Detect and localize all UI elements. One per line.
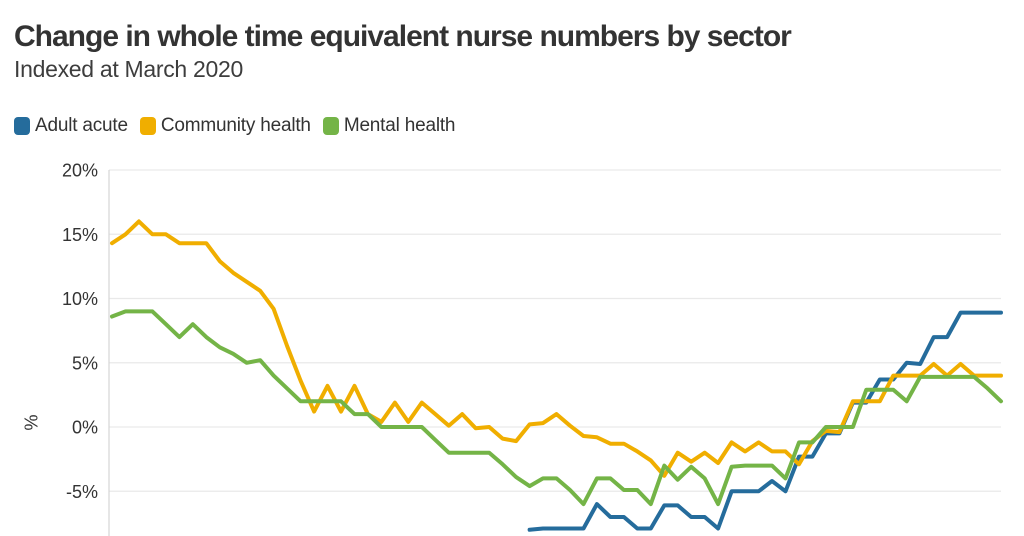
chart-subtitle: Indexed at March 2020 bbox=[14, 56, 243, 82]
y-tick-label: 10% bbox=[62, 289, 98, 309]
y-tick-label: 0% bbox=[72, 418, 98, 438]
legend-swatch-icon bbox=[322, 117, 339, 135]
series-line-community-health bbox=[110, 219, 1003, 478]
y-tick-label: 15% bbox=[62, 225, 98, 245]
legend-swatch-icon bbox=[139, 117, 156, 135]
legend-label: Community health bbox=[160, 115, 311, 136]
series-line-mental-health bbox=[110, 309, 1003, 507]
series-line-adult-acute bbox=[527, 310, 1003, 532]
legend-label: Mental health bbox=[343, 115, 456, 136]
legend-swatch-icon bbox=[14, 117, 30, 135]
legend: Adult acute Community health Mental health bbox=[14, 115, 455, 137]
y-tick-label: 5% bbox=[72, 353, 98, 373]
y-tick-label: 20% bbox=[62, 161, 98, 181]
legend-item-mental-health: Mental health bbox=[322, 115, 456, 137]
legend-item-community-health: Community health bbox=[139, 115, 311, 137]
y-tick-label: -5% bbox=[66, 482, 98, 502]
legend-item-adult-acute: Adult acute bbox=[14, 115, 128, 137]
legend-label: Adult acute bbox=[35, 115, 128, 136]
chart-title: Change in whole time equivalent nurse nu… bbox=[14, 20, 792, 53]
